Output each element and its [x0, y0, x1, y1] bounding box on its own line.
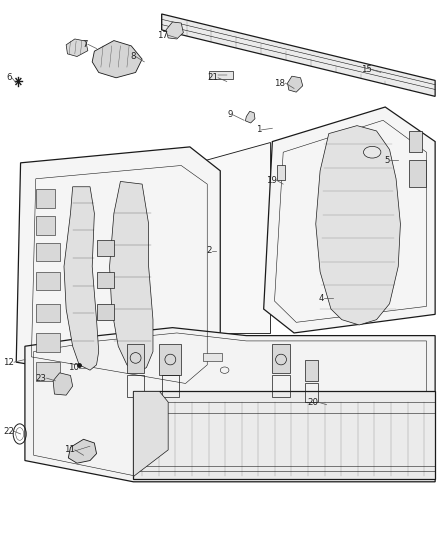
Polygon shape: [194, 142, 270, 333]
Text: 15: 15: [361, 66, 372, 74]
Polygon shape: [409, 131, 422, 152]
Polygon shape: [66, 39, 88, 56]
Text: 19: 19: [266, 176, 277, 185]
Polygon shape: [159, 344, 181, 375]
Polygon shape: [287, 76, 303, 92]
Bar: [209, 71, 233, 79]
Polygon shape: [36, 216, 55, 235]
Text: 23: 23: [35, 374, 46, 383]
Polygon shape: [68, 439, 96, 463]
Text: 18: 18: [274, 78, 286, 87]
Text: 8: 8: [130, 52, 136, 61]
Polygon shape: [16, 147, 220, 391]
Polygon shape: [36, 272, 60, 290]
Polygon shape: [96, 272, 114, 288]
Polygon shape: [127, 344, 144, 373]
Polygon shape: [316, 126, 400, 325]
Polygon shape: [245, 111, 255, 123]
Polygon shape: [64, 187, 99, 370]
Polygon shape: [92, 41, 142, 78]
Polygon shape: [305, 360, 318, 381]
Polygon shape: [134, 391, 435, 479]
Polygon shape: [264, 107, 435, 333]
Text: 6: 6: [7, 73, 12, 82]
Text: 21: 21: [207, 73, 218, 82]
Text: 5: 5: [384, 156, 389, 165]
Polygon shape: [166, 22, 184, 39]
Text: 10: 10: [68, 363, 79, 372]
Polygon shape: [36, 333, 60, 352]
Polygon shape: [25, 328, 435, 482]
Text: 4: 4: [319, 294, 325, 303]
Polygon shape: [36, 243, 60, 261]
Polygon shape: [110, 181, 153, 373]
Polygon shape: [36, 362, 60, 381]
Ellipse shape: [364, 147, 381, 158]
Text: 1: 1: [256, 125, 261, 134]
Text: 12: 12: [3, 358, 14, 367]
Polygon shape: [36, 304, 60, 322]
Polygon shape: [96, 240, 114, 256]
Polygon shape: [134, 391, 168, 477]
Polygon shape: [272, 344, 290, 373]
Polygon shape: [409, 160, 427, 187]
Polygon shape: [96, 304, 114, 320]
Text: 20: 20: [307, 398, 318, 407]
Text: 2: 2: [206, 246, 212, 255]
Text: 7: 7: [82, 40, 88, 49]
Polygon shape: [162, 14, 435, 96]
Polygon shape: [36, 189, 55, 208]
Polygon shape: [53, 373, 73, 395]
Text: 22: 22: [3, 427, 14, 436]
Text: 9: 9: [228, 110, 233, 119]
Text: 11: 11: [64, 446, 75, 455]
Bar: [203, 353, 223, 361]
Text: 17: 17: [157, 31, 168, 40]
Bar: [277, 165, 285, 180]
